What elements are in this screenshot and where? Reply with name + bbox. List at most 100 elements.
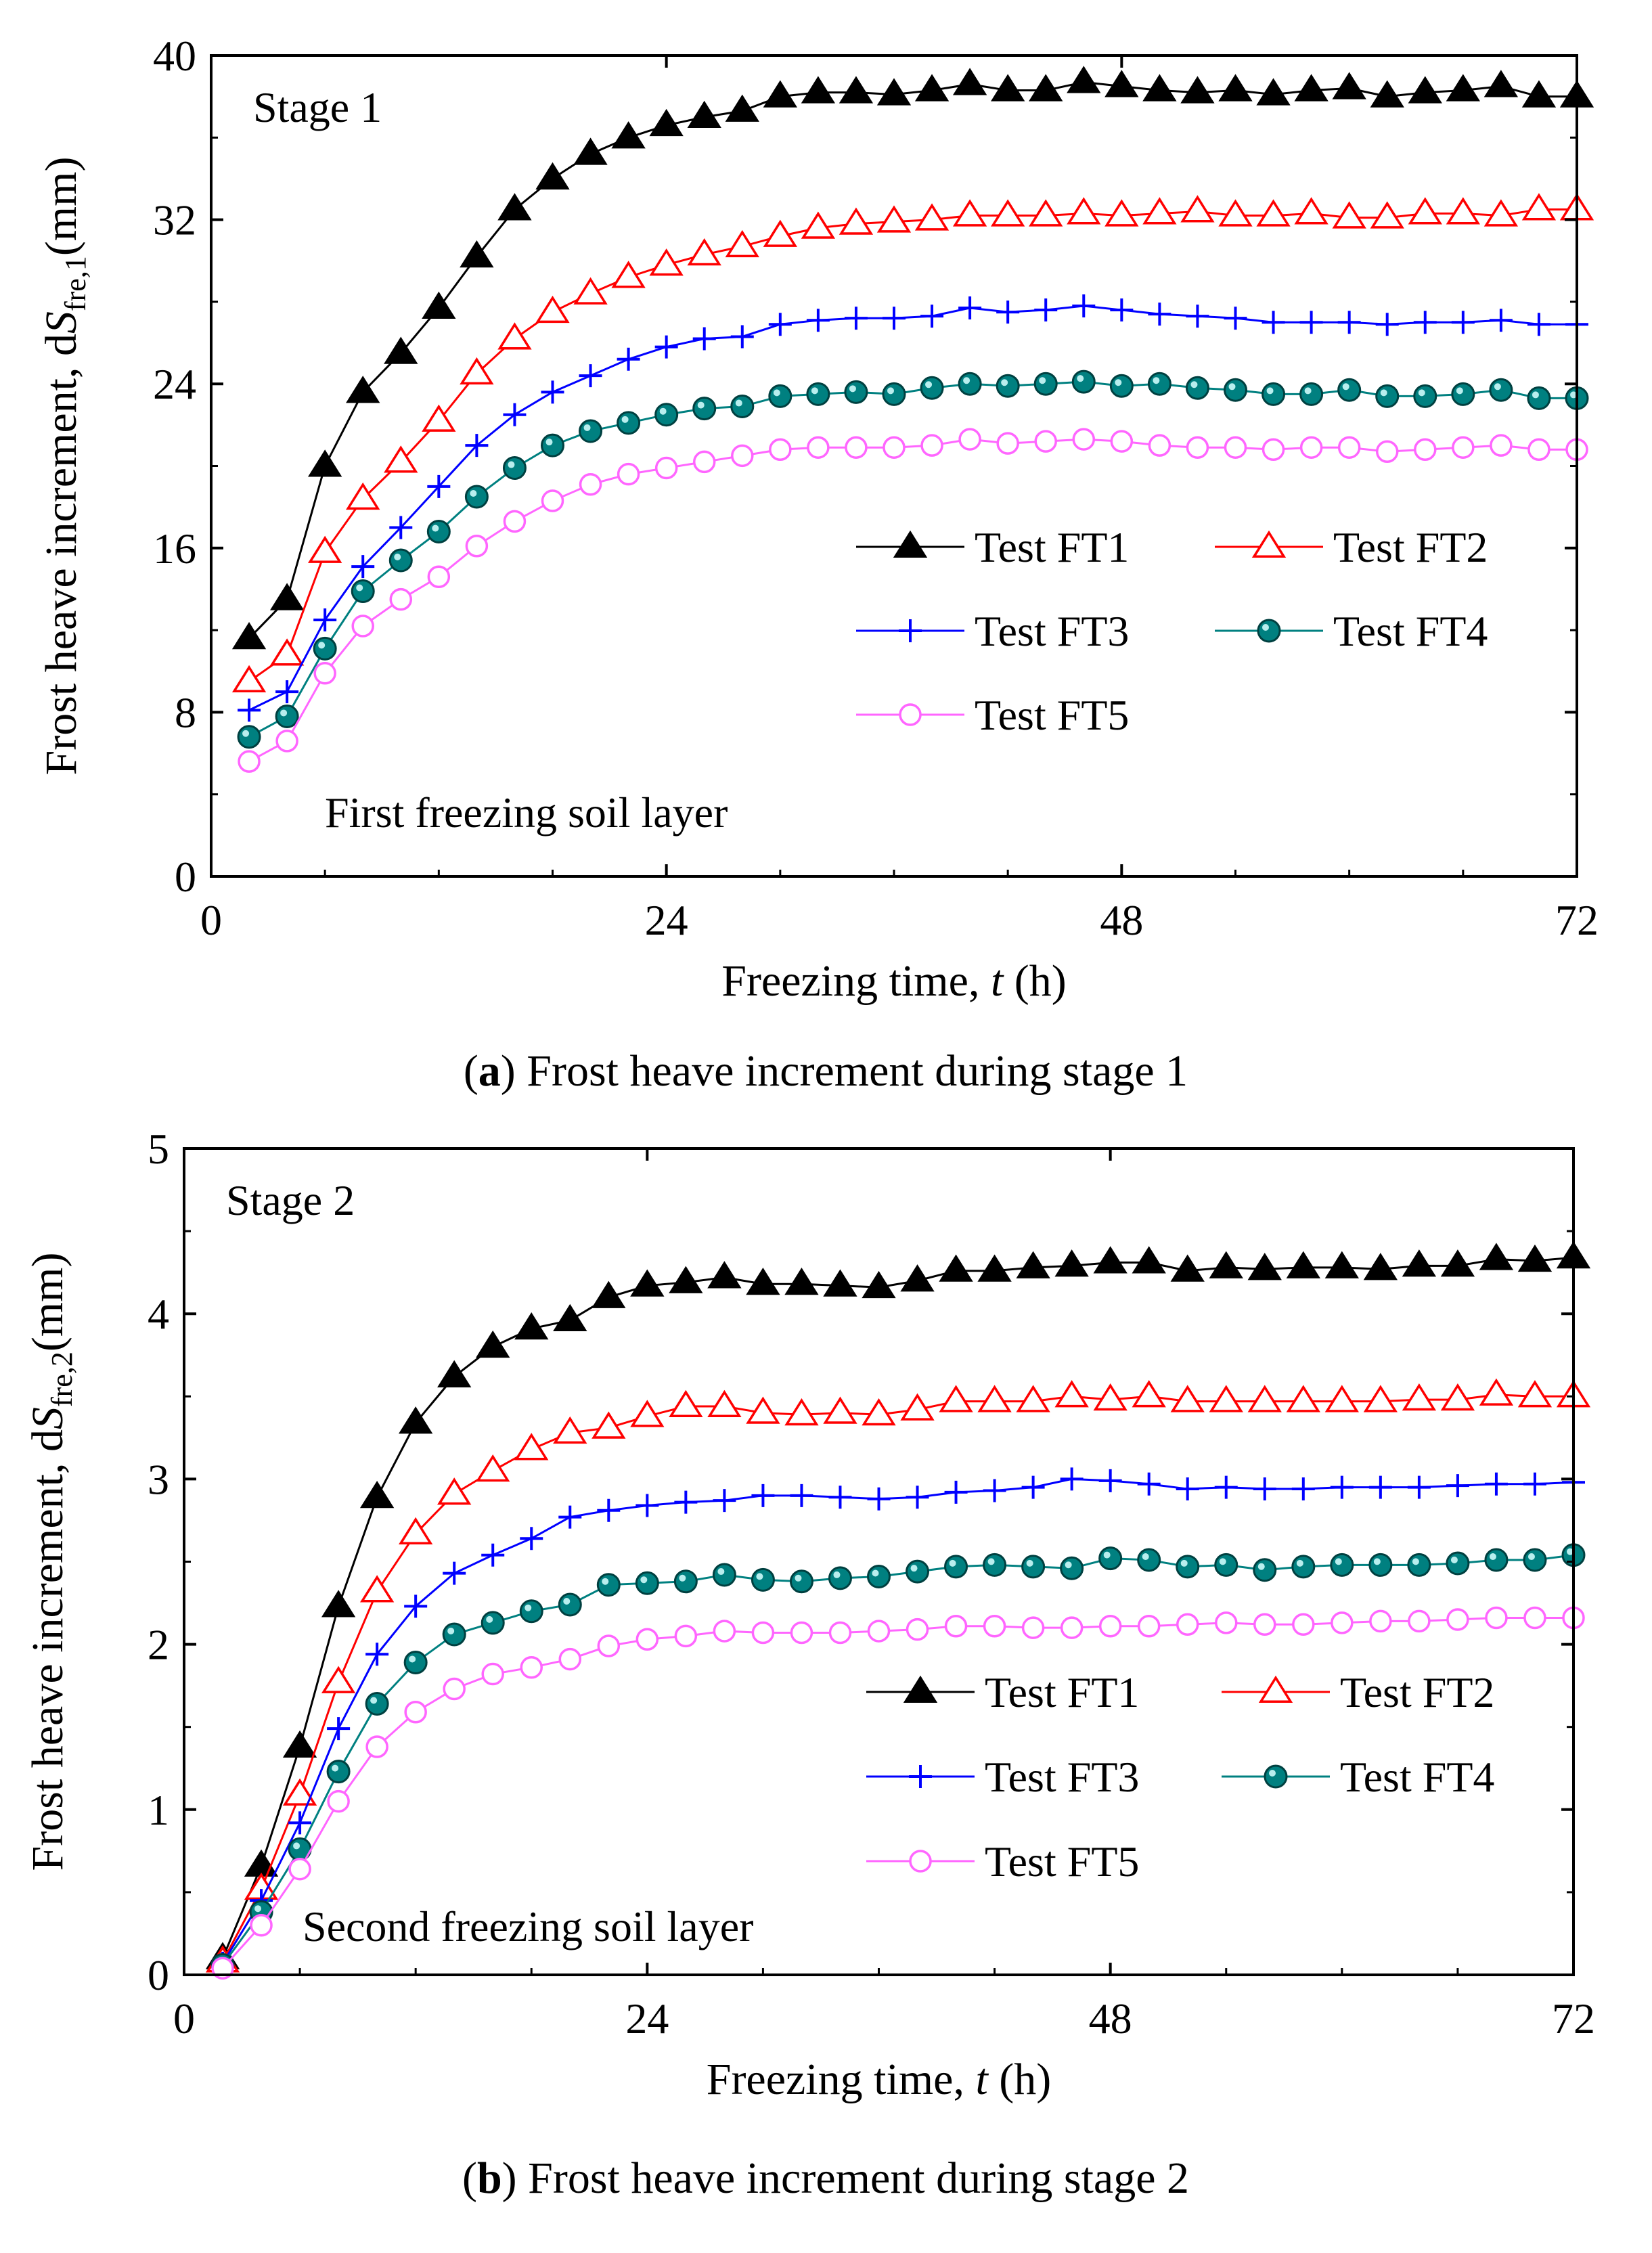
data-point xyxy=(763,219,797,247)
data-point xyxy=(801,76,836,104)
data-point-highlight xyxy=(1418,389,1425,397)
data-point xyxy=(828,1621,852,1645)
data-point xyxy=(1521,193,1557,221)
legend-marker xyxy=(1257,619,1281,643)
data-point xyxy=(1440,1383,1475,1411)
y-tick-label: 1 xyxy=(148,1786,169,1834)
data-point xyxy=(687,238,721,266)
data-point xyxy=(1054,1380,1089,1408)
data-point-highlight xyxy=(1567,1548,1573,1555)
data-point xyxy=(828,1566,852,1590)
data-point xyxy=(1180,195,1215,223)
data-point xyxy=(437,1360,472,1388)
data-point xyxy=(327,1717,351,1741)
data-point xyxy=(1523,1606,1546,1630)
data-point xyxy=(1071,370,1096,394)
data-point xyxy=(389,516,413,539)
data-point-highlight xyxy=(1304,387,1312,395)
layer-label: Second freezing soil layer xyxy=(303,1902,753,1950)
data-point-highlight xyxy=(1532,391,1539,399)
data-point xyxy=(876,78,912,106)
x-tick-label: 48 xyxy=(1100,896,1143,944)
data-point xyxy=(1479,1243,1514,1270)
y-tick-label: 40 xyxy=(153,32,196,80)
y-tick-label: 4 xyxy=(148,1290,169,1338)
data-point xyxy=(1324,1251,1359,1278)
data-point xyxy=(1485,1606,1508,1630)
data-point xyxy=(751,1621,775,1645)
data-point xyxy=(996,432,1019,455)
data-point xyxy=(751,1484,775,1507)
data-point xyxy=(1452,436,1475,459)
data-point xyxy=(269,638,305,666)
data-point xyxy=(579,419,603,443)
data-point xyxy=(730,395,755,419)
data-point xyxy=(1209,1385,1243,1412)
y-tick-label: 2 xyxy=(148,1621,169,1669)
data-point xyxy=(1330,1553,1354,1577)
legend-item: Test FT1 xyxy=(856,523,1129,571)
data-point-highlight xyxy=(602,1578,609,1585)
data-point xyxy=(404,1594,428,1618)
data-point xyxy=(359,1481,395,1509)
data-point-highlight xyxy=(1115,379,1122,386)
legend-item: Test FT2 xyxy=(1215,523,1488,571)
data-point xyxy=(1253,1477,1276,1501)
data-point xyxy=(1072,428,1096,451)
data-point xyxy=(384,336,418,364)
data-point xyxy=(977,1254,1012,1282)
data-point xyxy=(442,1622,466,1647)
data-point xyxy=(784,1268,819,1295)
data-point xyxy=(1292,1613,1315,1636)
x-tick-label: 72 xyxy=(1552,1994,1595,2043)
data-point xyxy=(707,1389,742,1418)
figure-caption: (a) Frost heave increment during stage 1 xyxy=(464,1046,1188,1096)
data-point xyxy=(1104,199,1139,227)
data-point xyxy=(725,229,759,258)
data-point xyxy=(579,473,602,496)
data-point xyxy=(617,462,640,486)
data-point xyxy=(558,1647,582,1671)
data-point xyxy=(611,121,646,149)
data-point xyxy=(906,1618,929,1641)
data-point xyxy=(1148,303,1171,326)
data-point xyxy=(275,704,299,728)
y-tick-label: 5 xyxy=(148,1125,169,1173)
data-point xyxy=(443,1561,466,1585)
series-5 xyxy=(211,1606,1585,1980)
data-point xyxy=(238,698,261,722)
series-3 xyxy=(238,294,1588,722)
data-point xyxy=(460,240,494,268)
data-point-highlight xyxy=(1412,1558,1419,1565)
data-point xyxy=(673,1569,698,1594)
data-point xyxy=(326,1760,351,1784)
data-point xyxy=(1093,1383,1128,1411)
data-point xyxy=(983,1479,1006,1502)
data-point xyxy=(1363,1253,1398,1280)
data-point-highlight xyxy=(370,1697,378,1704)
data-point xyxy=(952,68,987,95)
series-2 xyxy=(205,1378,1591,1973)
data-point xyxy=(944,1555,968,1579)
legend-label: Test FT4 xyxy=(1333,607,1488,655)
y-tick-label: 32 xyxy=(153,196,196,244)
data-point-highlight xyxy=(1570,391,1577,399)
data-point-highlight xyxy=(1342,383,1349,391)
data-point xyxy=(1446,74,1480,102)
data-point xyxy=(476,1330,510,1358)
data-point xyxy=(1176,1477,1199,1501)
data-point xyxy=(1170,1385,1205,1412)
data-point xyxy=(321,1590,356,1618)
data-point xyxy=(481,1662,504,1686)
data-point xyxy=(654,456,678,480)
data-point xyxy=(983,1614,1006,1638)
y-tick-label: 8 xyxy=(175,688,196,736)
data-point xyxy=(275,680,299,704)
data-point xyxy=(231,665,267,692)
legend-label: Test FT3 xyxy=(985,1753,1139,1801)
data-point xyxy=(1034,430,1057,453)
data-point-highlight xyxy=(470,489,477,497)
legend-marker xyxy=(899,619,922,642)
data-point xyxy=(1375,440,1399,464)
data-point xyxy=(288,1811,312,1835)
